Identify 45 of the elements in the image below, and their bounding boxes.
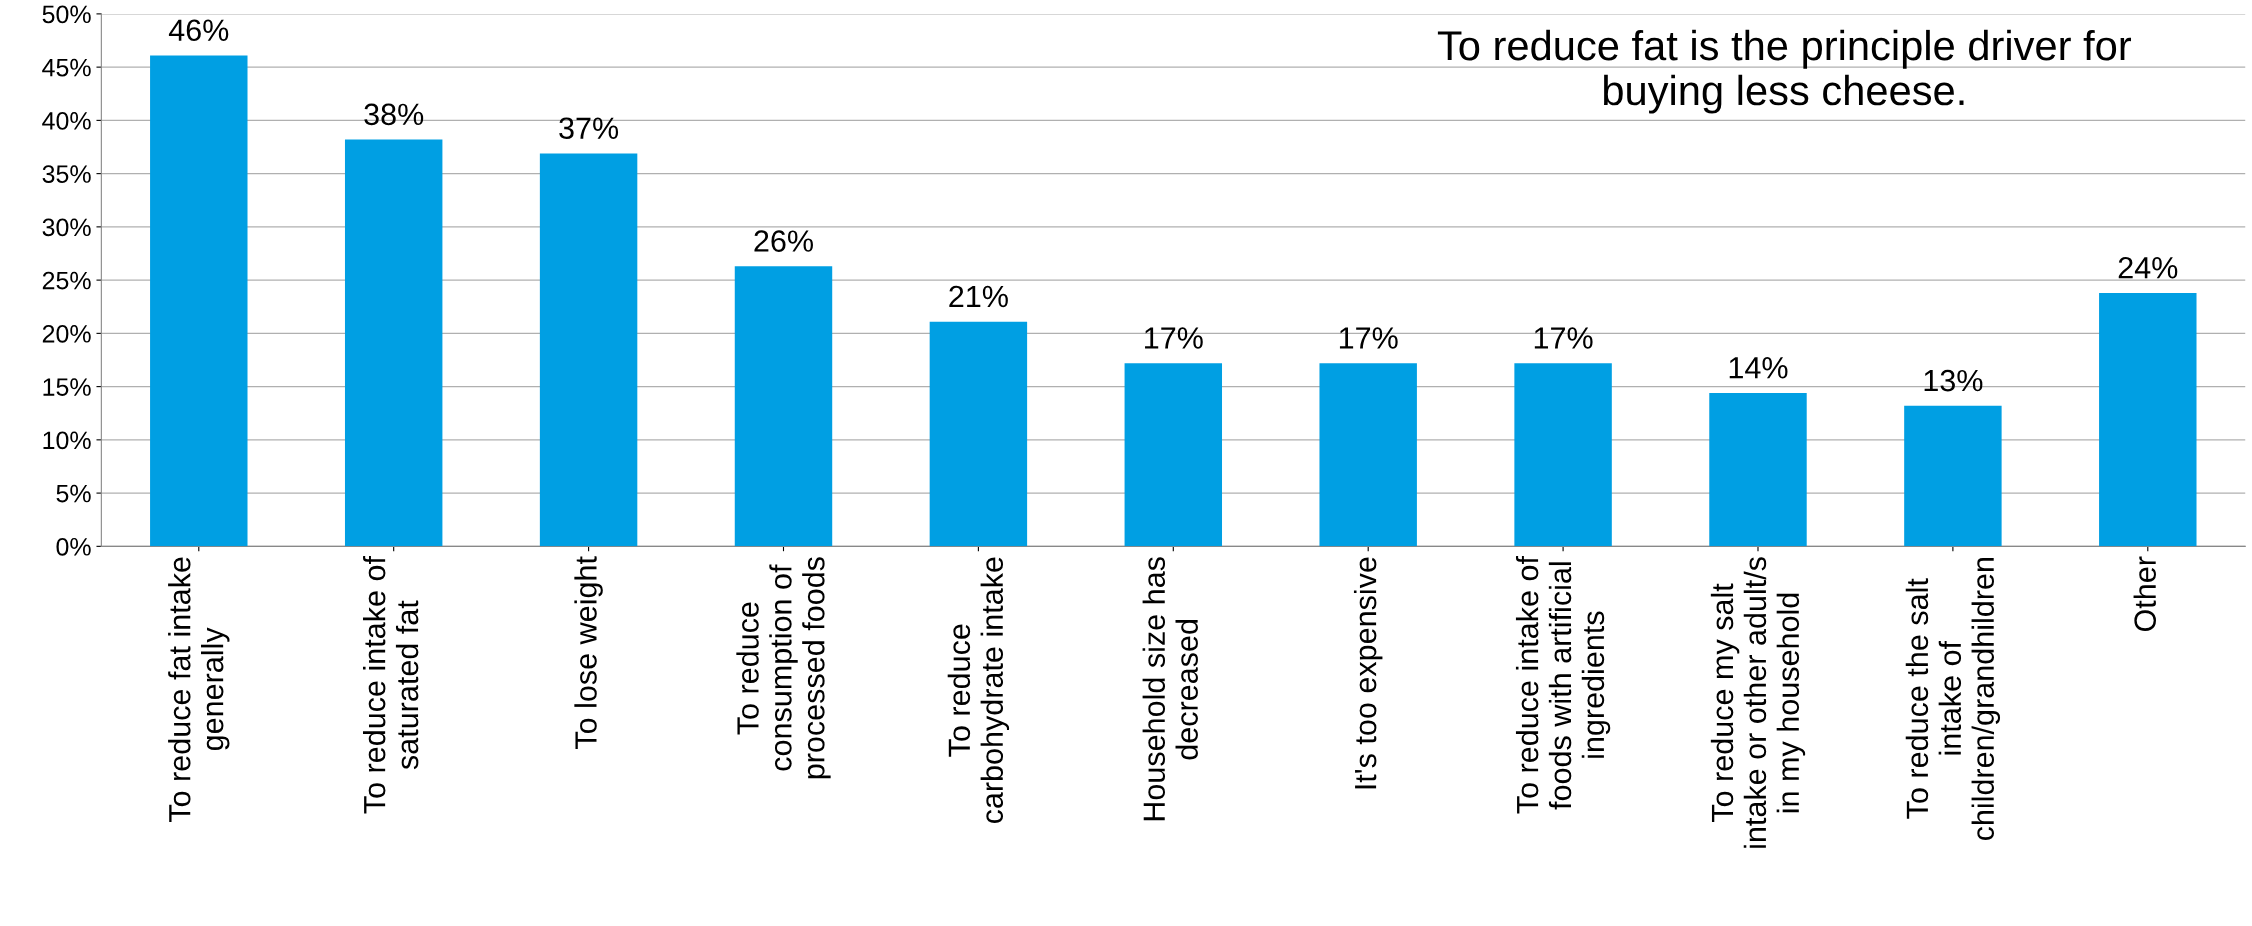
- x-tick-label: It's too expensive: [1353, 557, 1383, 789]
- bar: [1514, 363, 1612, 547]
- y-tick-label: 5%: [56, 484, 91, 503]
- y-tick-label: 25%: [42, 271, 91, 290]
- y-tick-label: 50%: [42, 5, 91, 24]
- x-tick-label: Other: [2133, 556, 2156, 632]
- data-label: 46%: [168, 19, 229, 42]
- data-label: 38%: [364, 103, 424, 126]
- x-tick-label: To reduce fat intake generally: [168, 557, 230, 823]
- bar: [539, 153, 638, 547]
- data-label: 37%: [559, 117, 619, 140]
- y-tick-label: 30%: [42, 218, 91, 237]
- bar: [929, 321, 1028, 547]
- data-label: 26%: [754, 230, 813, 252]
- x-tick-label: To reduce the salt intake of children/grandhildren: [1905, 558, 2001, 841]
- data-label: 24%: [2118, 256, 2178, 279]
- bar: [344, 139, 443, 547]
- y-tick-label: 45%: [42, 58, 91, 77]
- bar: [1709, 392, 1807, 547]
- data-label: 17%: [1145, 327, 1203, 349]
- x-tick-label: To reduce my salt intake or other adult/s in my household: [1710, 557, 1806, 848]
- x-tick-label: Household size has decreased: [1142, 557, 1198, 821]
- data-label: 17%: [1534, 327, 1593, 349]
- x-tick-label: To reduce intake of saturated fat: [362, 555, 419, 814]
- y-tick-label: 10%: [43, 431, 91, 450]
- bar: [150, 55, 248, 547]
- bar: [2099, 292, 2197, 547]
- y-tick-label: 15%: [43, 378, 91, 396]
- data-label: 13%: [1924, 369, 1983, 392]
- bar: [734, 266, 833, 547]
- data-label: 17%: [1339, 327, 1398, 349]
- text: To reduce fat is the principle driver for buying less cheese.: [1437, 29, 2132, 114]
- x-tick-label: To reduce consumption of processed foods: [736, 557, 831, 779]
- bar: [1904, 405, 2002, 547]
- x-tick-label: To lose weight: [574, 556, 603, 749]
- y-tick-label: 20%: [42, 324, 91, 343]
- x-tick-label: To reduce intake of foods with artificial ingredients: [1515, 555, 1611, 814]
- y-tick-label: 35%: [42, 165, 91, 183]
- bar: [1319, 363, 1417, 547]
- y-tick-label: 0%: [56, 537, 91, 556]
- x-tick-label: To reduce carbohydrate intake: [947, 557, 1010, 824]
- data-label: 21%: [949, 285, 1008, 308]
- data-label: 14%: [1729, 357, 1788, 379]
- y-tick-label: 40%: [42, 111, 91, 130]
- bar: [1124, 363, 1223, 547]
